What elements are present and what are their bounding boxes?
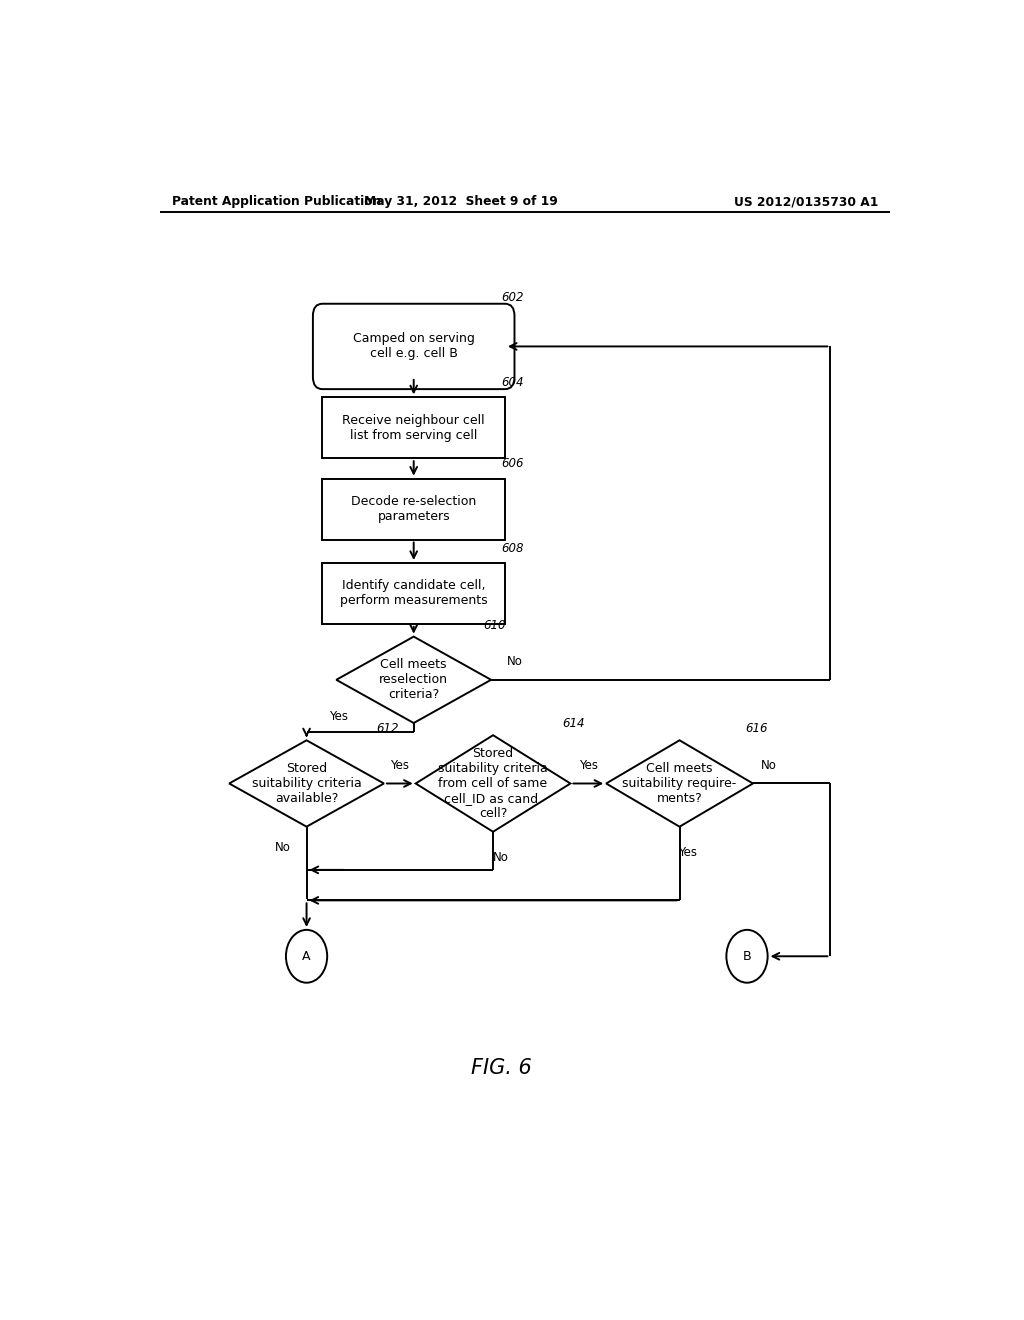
Polygon shape [229, 741, 384, 826]
Text: 604: 604 [501, 376, 523, 389]
Text: 612: 612 [376, 722, 398, 735]
Bar [323, 397, 505, 458]
Circle shape [726, 929, 768, 982]
Text: Yes: Yes [390, 759, 410, 772]
Text: Patent Application Publication: Patent Application Publication [172, 195, 381, 209]
Bar [323, 479, 505, 540]
Text: Yes: Yes [579, 759, 598, 772]
Polygon shape [336, 636, 492, 723]
Text: 606: 606 [501, 458, 523, 470]
Bar [323, 562, 505, 624]
Text: No: No [761, 759, 777, 772]
Text: Yes: Yes [678, 846, 697, 858]
Polygon shape [416, 735, 570, 832]
Text: Yes: Yes [329, 710, 348, 723]
Circle shape [286, 929, 328, 982]
Text: 616: 616 [745, 722, 768, 735]
Text: B: B [742, 950, 752, 962]
Text: No: No [507, 655, 523, 668]
Text: No: No [493, 850, 509, 863]
Text: Identify candidate cell,
perform measurements: Identify candidate cell, perform measure… [340, 579, 487, 607]
FancyBboxPatch shape [313, 304, 514, 389]
Text: 602: 602 [501, 290, 523, 304]
Text: Receive neighbour cell
list from serving cell: Receive neighbour cell list from serving… [342, 413, 485, 442]
Text: Cell meets
suitability require-
ments?: Cell meets suitability require- ments? [623, 762, 736, 805]
Text: Stored
suitability criteria
from cell of same
cell_ID as cand.
cell?: Stored suitability criteria from cell of… [438, 747, 548, 820]
Text: No: No [274, 841, 291, 854]
Polygon shape [606, 741, 753, 826]
Text: Cell meets
reselection
criteria?: Cell meets reselection criteria? [379, 659, 449, 701]
Text: 614: 614 [562, 717, 585, 730]
Text: 610: 610 [483, 619, 506, 631]
Text: Camped on serving
cell e.g. cell B: Camped on serving cell e.g. cell B [352, 333, 475, 360]
Text: US 2012/0135730 A1: US 2012/0135730 A1 [733, 195, 878, 209]
Text: Stored
suitability criteria
available?: Stored suitability criteria available? [252, 762, 361, 805]
Text: May 31, 2012  Sheet 9 of 19: May 31, 2012 Sheet 9 of 19 [365, 195, 558, 209]
Text: A: A [302, 950, 311, 962]
Text: FIG. 6: FIG. 6 [471, 1059, 531, 1078]
Text: 608: 608 [501, 541, 523, 554]
Text: Decode re-selection
parameters: Decode re-selection parameters [351, 495, 476, 523]
